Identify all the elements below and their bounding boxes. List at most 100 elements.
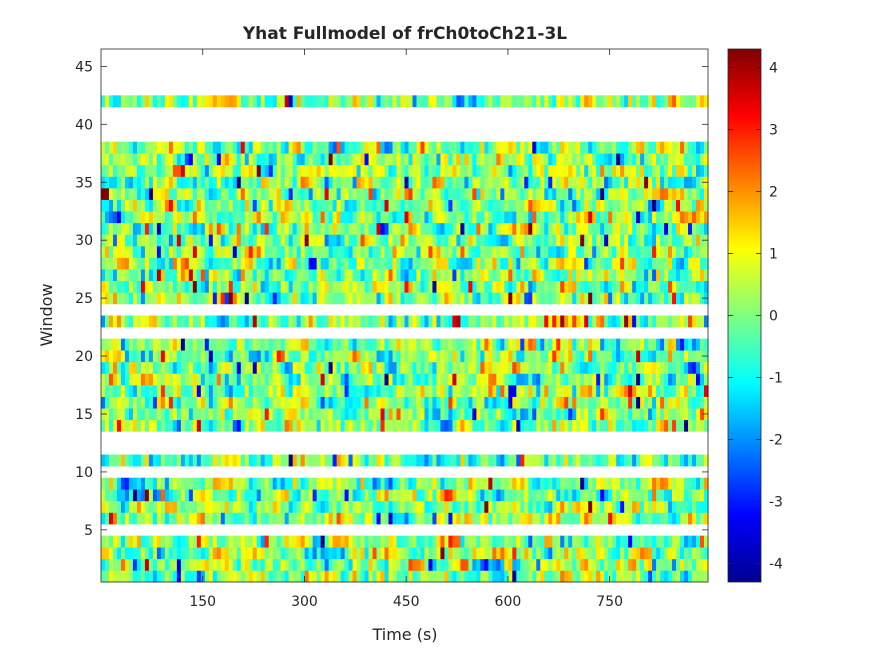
heatmap-cell — [588, 211, 593, 224]
heatmap-cell — [520, 199, 525, 212]
heatmap-cell — [240, 419, 246, 432]
heatmap-cell — [400, 396, 406, 409]
heatmap-cell — [332, 361, 338, 374]
heatmap-cell — [616, 176, 621, 189]
heatmap-cell — [268, 535, 274, 548]
heatmap-cell — [332, 188, 338, 200]
heatmap-cell — [184, 547, 190, 560]
heatmap-cell — [600, 570, 605, 583]
heatmap-cell — [308, 257, 314, 270]
heatmap-cell — [380, 188, 386, 200]
heatmap-cell — [336, 500, 342, 513]
heatmap-cell — [664, 558, 669, 571]
heatmap-cell — [664, 570, 669, 583]
heatmap-cell — [620, 350, 625, 363]
heatmap-cell — [268, 512, 274, 525]
heatmap-cell — [480, 234, 485, 247]
heatmap-cell — [440, 269, 446, 282]
heatmap-cell — [112, 396, 118, 409]
heatmap-cell — [484, 570, 489, 583]
heatmap-cell — [156, 396, 162, 409]
heatmap-cell — [504, 211, 509, 224]
heatmap-cell — [576, 280, 581, 293]
heatmap-cell — [612, 176, 617, 189]
heatmap-cell — [412, 164, 418, 177]
heatmap-cell — [276, 570, 282, 583]
heatmap-cell — [104, 477, 110, 490]
heatmap-cell — [108, 315, 114, 328]
heatmap-cell — [152, 350, 158, 363]
heatmap-cell — [552, 338, 557, 351]
heatmap-cell — [208, 408, 214, 421]
heatmap-cell — [528, 419, 533, 432]
heatmap-cell — [560, 95, 565, 108]
heatmap-cell — [512, 269, 517, 282]
heatmap-cell — [336, 547, 342, 560]
heatmap-cell — [628, 500, 633, 513]
heatmap-cell — [588, 373, 593, 386]
heatmap-cell — [292, 489, 298, 502]
heatmap-cell — [548, 419, 553, 432]
heatmap-cell — [528, 245, 533, 258]
heatmap-cell — [288, 257, 294, 270]
heatmap-cell — [348, 222, 354, 235]
heatmap-cell — [632, 350, 637, 363]
heatmap-cell — [620, 280, 625, 293]
heatmap-cell — [672, 547, 677, 560]
heatmap-cell — [572, 338, 577, 351]
heatmap-cell — [356, 141, 362, 154]
heatmap-cell — [632, 408, 637, 421]
heatmap-cell — [424, 396, 430, 409]
heatmap-cell — [200, 222, 206, 235]
heatmap-cell — [104, 257, 110, 270]
heatmap-cell — [392, 280, 398, 293]
heatmap-cell — [412, 547, 418, 560]
heatmap-cell — [368, 164, 374, 177]
heatmap-cell — [200, 245, 206, 258]
heatmap-cell — [380, 211, 386, 224]
heatmap-cell — [556, 396, 561, 409]
heatmap-cell — [332, 257, 338, 270]
heatmap-cell — [652, 350, 657, 363]
heatmap-cell — [284, 188, 290, 200]
heatmap-cell — [180, 280, 186, 293]
heatmap-cell — [580, 385, 585, 397]
heatmap-cell — [432, 361, 438, 374]
heatmap-cell — [216, 188, 222, 200]
heatmap-cell — [412, 350, 418, 363]
heatmap-cell — [376, 188, 382, 200]
heatmap-cell — [516, 558, 521, 571]
heatmap-cell — [652, 396, 657, 409]
heatmap-cell — [476, 489, 481, 502]
heatmap-cell — [676, 558, 681, 571]
heatmap-cell — [664, 373, 669, 386]
heatmap-cell — [508, 500, 513, 513]
heatmap-cell — [512, 95, 517, 108]
heatmap-cell — [396, 211, 402, 224]
heatmap-cell — [508, 164, 513, 177]
heatmap-cell — [344, 558, 350, 571]
heatmap-cell — [152, 535, 158, 548]
heatmap-cell — [416, 211, 422, 224]
heatmap-cell — [144, 350, 150, 363]
heatmap-cell — [256, 153, 262, 166]
heatmap-cell — [344, 292, 350, 305]
heatmap-cell — [244, 164, 250, 177]
heatmap-cell — [412, 315, 418, 328]
heatmap-cell — [216, 153, 222, 166]
heatmap-cell — [656, 558, 661, 571]
heatmap-cell — [380, 512, 386, 525]
heatmap-cell — [448, 396, 454, 409]
heatmap-cell — [384, 373, 390, 386]
heatmap-cell — [136, 500, 142, 513]
heatmap-cell — [144, 257, 150, 270]
heatmap-cell — [528, 315, 533, 328]
heatmap-cell — [312, 408, 318, 421]
heatmap-cell — [488, 338, 493, 351]
heatmap-cell — [468, 338, 473, 351]
heatmap-cell — [504, 477, 509, 490]
heatmap-cell — [488, 419, 493, 432]
heatmap-cell — [256, 535, 262, 548]
heatmap-cell — [156, 95, 162, 108]
